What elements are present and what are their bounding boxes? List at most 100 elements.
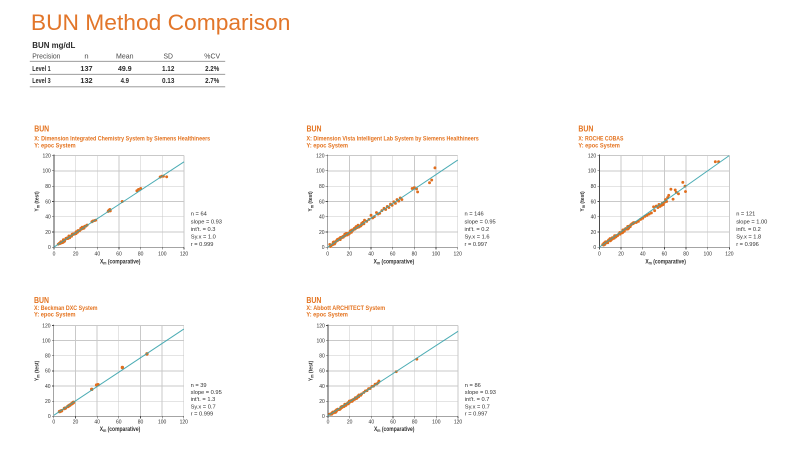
svg-text:40: 40 bbox=[368, 251, 374, 257]
svg-text:Sy.x = 0.7: Sy.x = 0.7 bbox=[465, 404, 490, 410]
svg-text:20: 20 bbox=[73, 419, 79, 425]
svg-text:Ym (test): Ym (test) bbox=[35, 191, 41, 211]
svg-text:r = 0.997: r = 0.997 bbox=[465, 242, 488, 248]
svg-text:int't. = 0.3: int't. = 0.3 bbox=[191, 227, 216, 233]
svg-text:BUN: BUN bbox=[34, 123, 49, 133]
svg-text:0: 0 bbox=[327, 419, 330, 425]
svg-text:60: 60 bbox=[319, 199, 325, 205]
svg-text:n = 146: n = 146 bbox=[465, 212, 484, 218]
svg-text:SD: SD bbox=[163, 52, 173, 61]
svg-text:n = 39: n = 39 bbox=[191, 383, 207, 389]
svg-text:Ym (test): Ym (test) bbox=[580, 191, 586, 211]
svg-text:49.9: 49.9 bbox=[118, 64, 132, 73]
svg-text:Xm (comparative): Xm (comparative) bbox=[374, 258, 415, 265]
svg-text:Precision: Precision bbox=[32, 52, 60, 61]
svg-text:1.12: 1.12 bbox=[162, 64, 174, 73]
svg-text:40: 40 bbox=[45, 215, 51, 221]
svg-text:Y: epoc System: Y: epoc System bbox=[307, 142, 349, 149]
svg-text:0: 0 bbox=[598, 251, 601, 257]
svg-text:40: 40 bbox=[45, 384, 51, 390]
svg-text:60: 60 bbox=[662, 251, 668, 257]
svg-text:int't. = 1.3: int't. = 1.3 bbox=[191, 397, 216, 403]
svg-text:%CV: %CV bbox=[204, 52, 220, 61]
svg-text:n = 121: n = 121 bbox=[736, 212, 755, 218]
svg-text:20: 20 bbox=[591, 230, 597, 236]
svg-text:BUN Method Comparison: BUN Method Comparison bbox=[31, 10, 291, 35]
svg-text:4.9: 4.9 bbox=[121, 76, 129, 85]
svg-text:100: 100 bbox=[316, 338, 325, 344]
svg-text:80: 80 bbox=[591, 184, 597, 190]
svg-text:40: 40 bbox=[369, 419, 375, 425]
svg-text:40: 40 bbox=[319, 384, 325, 390]
svg-text:20: 20 bbox=[319, 230, 325, 236]
svg-text:r = 0.999: r = 0.999 bbox=[191, 242, 214, 248]
svg-text:100: 100 bbox=[316, 169, 325, 175]
svg-text:0: 0 bbox=[52, 419, 55, 425]
svg-text:100: 100 bbox=[704, 251, 713, 257]
svg-text:BUN: BUN bbox=[34, 295, 49, 305]
svg-text:slope = 0.93: slope = 0.93 bbox=[191, 219, 222, 225]
svg-text:Ym (test): Ym (test) bbox=[308, 191, 314, 211]
svg-text:Y: epoc System: Y: epoc System bbox=[306, 312, 348, 319]
svg-text:Sy.x = 0.7: Sy.x = 0.7 bbox=[191, 404, 216, 410]
svg-text:20: 20 bbox=[45, 399, 51, 405]
svg-text:40: 40 bbox=[319, 215, 325, 221]
svg-text:80: 80 bbox=[412, 251, 418, 257]
svg-text:20: 20 bbox=[73, 251, 79, 257]
svg-text:60: 60 bbox=[591, 199, 597, 205]
svg-text:20: 20 bbox=[45, 230, 51, 236]
svg-text:0.13: 0.13 bbox=[162, 76, 174, 85]
svg-text:40: 40 bbox=[591, 215, 597, 221]
svg-text:132: 132 bbox=[80, 76, 92, 85]
svg-text:n = 64: n = 64 bbox=[191, 212, 207, 218]
svg-text:slope = 0.95: slope = 0.95 bbox=[191, 390, 222, 396]
svg-text:BUN mg/dL: BUN mg/dL bbox=[32, 40, 75, 50]
svg-text:40: 40 bbox=[95, 251, 101, 257]
svg-text:40: 40 bbox=[640, 251, 646, 257]
svg-text:120: 120 bbox=[588, 153, 597, 159]
svg-text:120: 120 bbox=[454, 419, 463, 425]
svg-text:100: 100 bbox=[158, 251, 167, 257]
svg-text:slope = 0.93: slope = 0.93 bbox=[465, 390, 496, 396]
svg-text:int't. = 0.2: int't. = 0.2 bbox=[465, 227, 490, 233]
svg-text:100: 100 bbox=[42, 169, 51, 175]
svg-text:60: 60 bbox=[116, 419, 122, 425]
svg-text:X: Dimension Integrated Chemis: X: Dimension Integrated Chemistry System… bbox=[34, 136, 210, 143]
svg-text:0: 0 bbox=[593, 245, 596, 251]
svg-text:Y: epoc System: Y: epoc System bbox=[34, 312, 76, 319]
svg-text:80: 80 bbox=[45, 354, 51, 360]
svg-text:80: 80 bbox=[138, 251, 144, 257]
svg-text:60: 60 bbox=[390, 251, 396, 257]
svg-text:120: 120 bbox=[180, 419, 189, 425]
svg-text:80: 80 bbox=[319, 354, 325, 360]
svg-text:Xm (comparative): Xm (comparative) bbox=[645, 258, 686, 265]
svg-text:60: 60 bbox=[319, 369, 325, 375]
svg-text:2.2%: 2.2% bbox=[205, 64, 220, 73]
svg-text:Level 1: Level 1 bbox=[32, 64, 50, 73]
svg-text:0: 0 bbox=[326, 251, 329, 257]
svg-text:X: ROCHE COBAS: X: ROCHE COBAS bbox=[578, 136, 624, 143]
svg-text:Y: epoc System: Y: epoc System bbox=[578, 142, 620, 149]
svg-text:Y: epoc System: Y: epoc System bbox=[34, 142, 76, 149]
svg-text:40: 40 bbox=[94, 419, 100, 425]
svg-text:20: 20 bbox=[618, 251, 624, 257]
svg-text:BUN: BUN bbox=[306, 295, 321, 305]
svg-text:n = 86: n = 86 bbox=[465, 383, 481, 389]
svg-text:2.7%: 2.7% bbox=[205, 76, 220, 85]
svg-text:80: 80 bbox=[45, 184, 51, 190]
svg-text:137: 137 bbox=[80, 64, 92, 73]
svg-text:int't. = 0.7: int't. = 0.7 bbox=[465, 397, 490, 403]
svg-text:Mean: Mean bbox=[116, 52, 134, 61]
svg-text:100: 100 bbox=[432, 419, 441, 425]
svg-text:120: 120 bbox=[180, 251, 189, 257]
svg-text:80: 80 bbox=[412, 419, 418, 425]
svg-text:slope = 1.00: slope = 1.00 bbox=[736, 219, 767, 225]
svg-text:BUN: BUN bbox=[578, 123, 593, 133]
svg-text:60: 60 bbox=[45, 369, 51, 375]
svg-text:100: 100 bbox=[588, 169, 597, 175]
svg-text:slope = 0.95: slope = 0.95 bbox=[465, 219, 496, 225]
svg-text:0: 0 bbox=[322, 414, 325, 420]
svg-text:0: 0 bbox=[48, 414, 51, 420]
svg-text:60: 60 bbox=[116, 251, 122, 257]
svg-text:60: 60 bbox=[45, 199, 51, 205]
